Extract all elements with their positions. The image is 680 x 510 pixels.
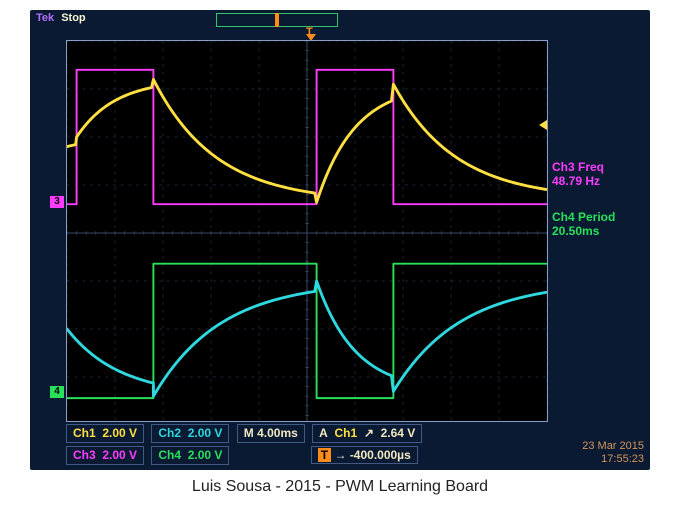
datetime: 23 Mar 2015 17:55:23 [582, 440, 644, 466]
tek-label: Tek [36, 12, 54, 24]
ch2-label: Ch2 [158, 426, 181, 440]
timebase-label: M [244, 426, 254, 440]
delay-value: -400.000µs [350, 448, 411, 462]
trigger-level: 2.64 V [381, 426, 416, 440]
trigger-level-arrow-icon [539, 120, 547, 130]
measurement-ch3-freq: Ch3 Freq 48.79 Hz [552, 160, 646, 188]
rising-edge-icon: ↗ [364, 426, 374, 440]
arrow-right-icon: → [334, 448, 346, 462]
plot-svg [67, 41, 547, 422]
measurement-ch4-period: Ch4 Period 20.50ms [552, 210, 646, 238]
measurement-ch3-freq-value: 48.79 Hz [552, 174, 646, 188]
ch1-label: Ch1 [73, 426, 96, 440]
trigger-mode: A [319, 426, 328, 440]
ch4-ground-marker: 4 [50, 386, 64, 398]
time: 17:55:23 [582, 453, 644, 466]
timebase-value: 4.00ms [257, 426, 298, 440]
delay-label: T [318, 448, 331, 462]
ch4-scale: 2.00 V [188, 448, 223, 462]
measurement-ch4-period-label: Ch4 Period [552, 210, 646, 224]
trigger-block: A Ch1 ↗ 2.64 V [312, 424, 422, 443]
trigger-source: Ch1 [335, 426, 358, 440]
ch1-scale: 2.00 V [102, 426, 137, 440]
ch3-scale-block: Ch3 2.00 V [66, 446, 144, 465]
ch2-scale-block: Ch2 2.00 V [151, 424, 229, 443]
waveform-plot [66, 40, 548, 422]
top-bar: Tek Stop T [36, 12, 644, 28]
ch1-scale-block: Ch1 2.00 V [66, 424, 144, 443]
ch3-ground-marker: 3 [50, 196, 64, 208]
caption: Luis Sousa - 2015 - PWM Learning Board [0, 478, 680, 496]
ch4-scale-block: Ch4 2.00 V [151, 446, 229, 465]
ch4-label: Ch4 [158, 448, 181, 462]
oscilloscope-frame: Tek Stop T 3 4 Ch3 Freq 48.79 Hz Ch4 Per… [30, 10, 650, 470]
timebase-block: M 4.00ms [237, 424, 305, 443]
delay-block: T → -400.000µs [311, 446, 418, 464]
page: Tek Stop T 3 4 Ch3 Freq 48.79 Hz Ch4 Per… [0, 0, 680, 510]
measurement-ch4-period-value: 20.50ms [552, 224, 646, 238]
date: 23 Mar 2015 [582, 440, 644, 453]
measurement-ch3-freq-label: Ch3 Freq [552, 160, 646, 174]
trigger-position-marker [275, 13, 279, 27]
run-state: Stop [61, 12, 85, 24]
ch2-scale: 2.00 V [188, 426, 223, 440]
trigger-position-bar [216, 13, 338, 27]
ch3-label: Ch3 [73, 448, 96, 462]
ch3-scale: 2.00 V [102, 448, 137, 462]
readout-bar: Ch1 2.00 V Ch2 2.00 V M 4.00ms A Ch1 ↗ 2… [66, 424, 546, 465]
